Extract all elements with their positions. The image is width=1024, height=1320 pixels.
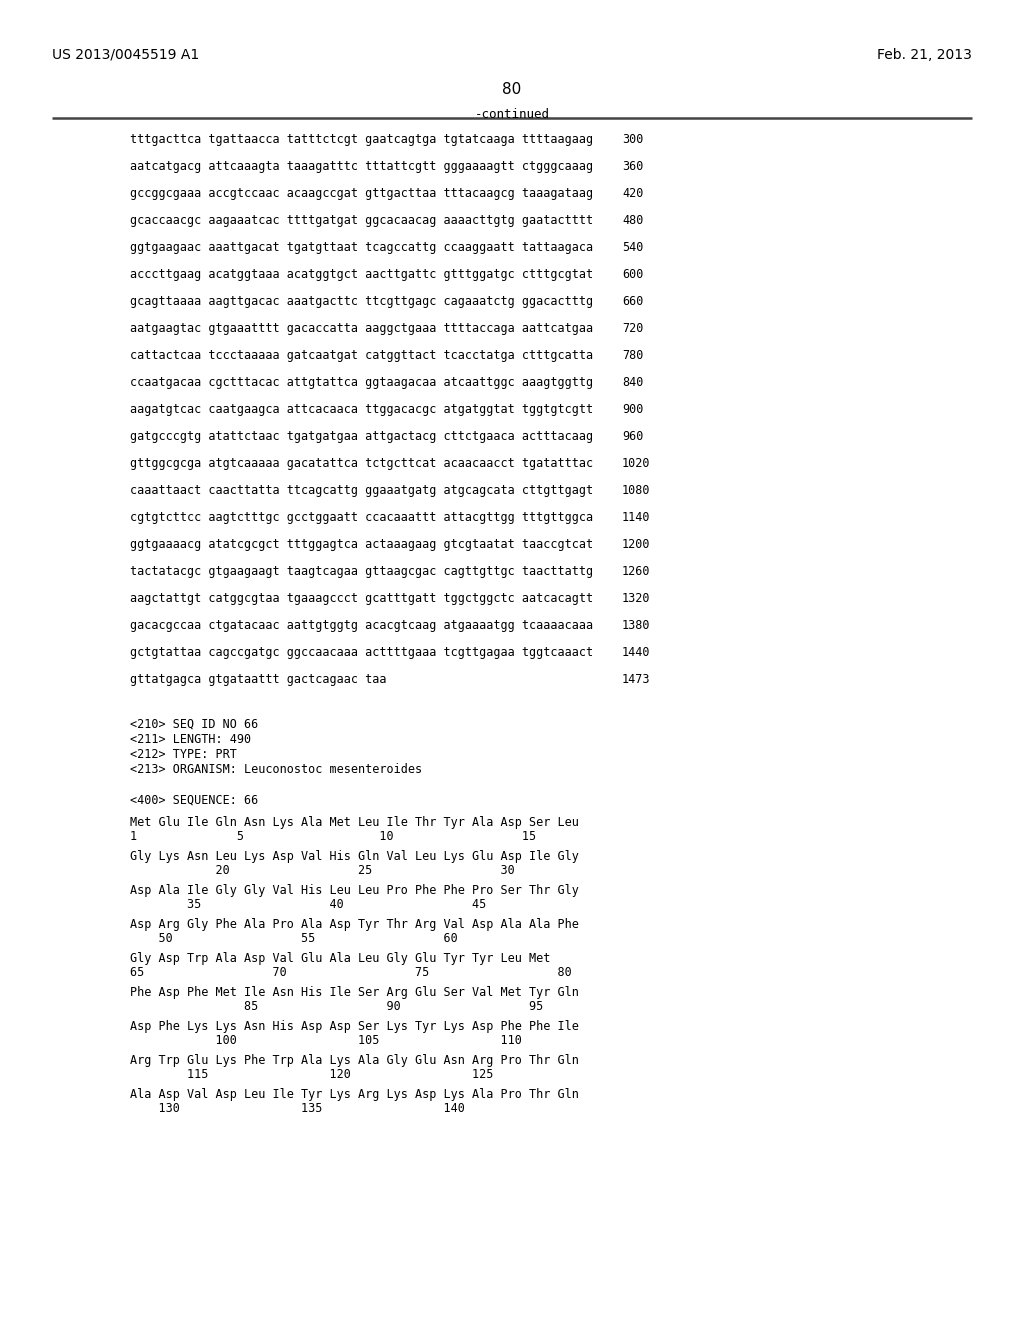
Text: 20                  25                  30: 20 25 30 — [130, 865, 515, 876]
Text: 130                 135                 140: 130 135 140 — [130, 1102, 465, 1115]
Text: 1140: 1140 — [622, 511, 650, 524]
Text: aagatgtcac caatgaagca attcacaaca ttggacacgc atgatggtat tggtgtcgtt: aagatgtcac caatgaagca attcacaaca ttggaca… — [130, 403, 593, 416]
Text: aatgaagtac gtgaaatttt gacaccatta aaggctgaaa ttttaccaga aattcatgaa: aatgaagtac gtgaaatttt gacaccatta aaggctg… — [130, 322, 593, 335]
Text: gctgtattaa cagccgatgc ggccaacaaa acttttgaaa tcgttgagaa tggtcaaact: gctgtattaa cagccgatgc ggccaacaaa acttttg… — [130, 645, 593, 659]
Text: 720: 720 — [622, 322, 643, 335]
Text: 80: 80 — [503, 82, 521, 96]
Text: 1320: 1320 — [622, 591, 650, 605]
Text: <212> TYPE: PRT: <212> TYPE: PRT — [130, 748, 237, 762]
Text: gccggcgaaa accgtccaac acaagccgat gttgacttaa tttacaagcg taaagataag: gccggcgaaa accgtccaac acaagccgat gttgact… — [130, 187, 593, 201]
Text: 1              5                   10                  15: 1 5 10 15 — [130, 830, 537, 843]
Text: 1440: 1440 — [622, 645, 650, 659]
Text: 780: 780 — [622, 348, 643, 362]
Text: 960: 960 — [622, 430, 643, 444]
Text: 540: 540 — [622, 242, 643, 253]
Text: 50                  55                  60: 50 55 60 — [130, 932, 458, 945]
Text: 1020: 1020 — [622, 457, 650, 470]
Text: <400> SEQUENCE: 66: <400> SEQUENCE: 66 — [130, 795, 258, 807]
Text: 1473: 1473 — [622, 673, 650, 686]
Text: 100                 105                 110: 100 105 110 — [130, 1034, 522, 1047]
Text: gcaccaacgc aagaaatcac ttttgatgat ggcacaacag aaaacttgtg gaatactttt: gcaccaacgc aagaaatcac ttttgatgat ggcacaa… — [130, 214, 593, 227]
Text: gatgcccgtg atattctaac tgatgatgaa attgactacg cttctgaaca actttacaag: gatgcccgtg atattctaac tgatgatgaa attgact… — [130, 430, 593, 444]
Text: aagctattgt catggcgtaa tgaaagccct gcatttgatt tggctggctc aatcacagtt: aagctattgt catggcgtaa tgaaagccct gcatttg… — [130, 591, 593, 605]
Text: 840: 840 — [622, 376, 643, 389]
Text: acccttgaag acatggtaaa acatggtgct aacttgattc gtttggatgc ctttgcgtat: acccttgaag acatggtaaa acatggtgct aacttga… — [130, 268, 593, 281]
Text: 360: 360 — [622, 160, 643, 173]
Text: Phe Asp Phe Met Ile Asn His Ile Ser Arg Glu Ser Val Met Tyr Gln: Phe Asp Phe Met Ile Asn His Ile Ser Arg … — [130, 986, 579, 999]
Text: 660: 660 — [622, 294, 643, 308]
Text: 35                  40                  45: 35 40 45 — [130, 898, 486, 911]
Text: US 2013/0045519 A1: US 2013/0045519 A1 — [52, 48, 200, 62]
Text: 1260: 1260 — [622, 565, 650, 578]
Text: 300: 300 — [622, 133, 643, 147]
Text: 115                 120                 125: 115 120 125 — [130, 1068, 494, 1081]
Text: 1200: 1200 — [622, 539, 650, 550]
Text: 900: 900 — [622, 403, 643, 416]
Text: 85                  90                  95: 85 90 95 — [130, 1001, 544, 1012]
Text: Asp Arg Gly Phe Ala Pro Ala Asp Tyr Thr Arg Val Asp Ala Ala Phe: Asp Arg Gly Phe Ala Pro Ala Asp Tyr Thr … — [130, 917, 579, 931]
Text: aatcatgacg attcaaagta taaagatttc tttattcgtt gggaaaagtt ctgggcaaag: aatcatgacg attcaaagta taaagatttc tttattc… — [130, 160, 593, 173]
Text: tttgacttca tgattaacca tatttctcgt gaatcagtga tgtatcaaga ttttaagaag: tttgacttca tgattaacca tatttctcgt gaatcag… — [130, 133, 593, 147]
Text: Asp Ala Ile Gly Gly Val His Leu Leu Pro Phe Phe Pro Ser Thr Gly: Asp Ala Ile Gly Gly Val His Leu Leu Pro … — [130, 884, 579, 898]
Text: ggtgaagaac aaattgacat tgatgttaat tcagccattg ccaaggaatt tattaagaca: ggtgaagaac aaattgacat tgatgttaat tcagcca… — [130, 242, 593, 253]
Text: Gly Lys Asn Leu Lys Asp Val His Gln Val Leu Lys Glu Asp Ile Gly: Gly Lys Asn Leu Lys Asp Val His Gln Val … — [130, 850, 579, 863]
Text: -continued: -continued — [474, 108, 550, 121]
Text: 1380: 1380 — [622, 619, 650, 632]
Text: ggtgaaaacg atatcgcgct tttggagtca actaaagaag gtcgtaatat taaccgtcat: ggtgaaaacg atatcgcgct tttggagtca actaaag… — [130, 539, 593, 550]
Text: 480: 480 — [622, 214, 643, 227]
Text: 420: 420 — [622, 187, 643, 201]
Text: gcagttaaaa aagttgacac aaatgacttc ttcgttgagc cagaaatctg ggacactttg: gcagttaaaa aagttgacac aaatgacttc ttcgttg… — [130, 294, 593, 308]
Text: <210> SEQ ID NO 66: <210> SEQ ID NO 66 — [130, 718, 258, 731]
Text: gttatgagca gtgataattt gactcagaac taa: gttatgagca gtgataattt gactcagaac taa — [130, 673, 386, 686]
Text: 600: 600 — [622, 268, 643, 281]
Text: Gly Asp Trp Ala Asp Val Glu Ala Leu Gly Glu Tyr Tyr Leu Met: Gly Asp Trp Ala Asp Val Glu Ala Leu Gly … — [130, 952, 550, 965]
Text: Arg Trp Glu Lys Phe Trp Ala Lys Ala Gly Glu Asn Arg Pro Thr Gln: Arg Trp Glu Lys Phe Trp Ala Lys Ala Gly … — [130, 1053, 579, 1067]
Text: ccaatgacaa cgctttacac attgtattca ggtaagacaa atcaattggc aaagtggttg: ccaatgacaa cgctttacac attgtattca ggtaaga… — [130, 376, 593, 389]
Text: <211> LENGTH: 490: <211> LENGTH: 490 — [130, 733, 251, 746]
Text: Asp Phe Lys Lys Asn His Asp Asp Ser Lys Tyr Lys Asp Phe Phe Ile: Asp Phe Lys Lys Asn His Asp Asp Ser Lys … — [130, 1020, 579, 1034]
Text: caaattaact caacttatta ttcagcattg ggaaatgatg atgcagcata cttgttgagt: caaattaact caacttatta ttcagcattg ggaaatg… — [130, 484, 593, 498]
Text: <213> ORGANISM: Leuconostoc mesenteroides: <213> ORGANISM: Leuconostoc mesenteroide… — [130, 763, 422, 776]
Text: gttggcgcga atgtcaaaaa gacatattca tctgcttcat acaacaacct tgatatttac: gttggcgcga atgtcaaaaa gacatattca tctgctt… — [130, 457, 593, 470]
Text: cgtgtcttcc aagtctttgc gcctggaatt ccacaaattt attacgttgg tttgttggca: cgtgtcttcc aagtctttgc gcctggaatt ccacaaa… — [130, 511, 593, 524]
Text: Met Glu Ile Gln Asn Lys Ala Met Leu Ile Thr Tyr Ala Asp Ser Leu: Met Glu Ile Gln Asn Lys Ala Met Leu Ile … — [130, 816, 579, 829]
Text: 1080: 1080 — [622, 484, 650, 498]
Text: Feb. 21, 2013: Feb. 21, 2013 — [878, 48, 972, 62]
Text: 65                  70                  75                  80: 65 70 75 80 — [130, 966, 571, 979]
Text: Ala Asp Val Asp Leu Ile Tyr Lys Arg Lys Asp Lys Ala Pro Thr Gln: Ala Asp Val Asp Leu Ile Tyr Lys Arg Lys … — [130, 1088, 579, 1101]
Text: cattactcaa tccctaaaaa gatcaatgat catggttact tcacctatga ctttgcatta: cattactcaa tccctaaaaa gatcaatgat catggtt… — [130, 348, 593, 362]
Text: tactatacgc gtgaagaagt taagtcagaa gttaagcgac cagttgttgc taacttattg: tactatacgc gtgaagaagt taagtcagaa gttaagc… — [130, 565, 593, 578]
Text: gacacgccaa ctgatacaac aattgtggtg acacgtcaag atgaaaatgg tcaaaacaaa: gacacgccaa ctgatacaac aattgtggtg acacgtc… — [130, 619, 593, 632]
